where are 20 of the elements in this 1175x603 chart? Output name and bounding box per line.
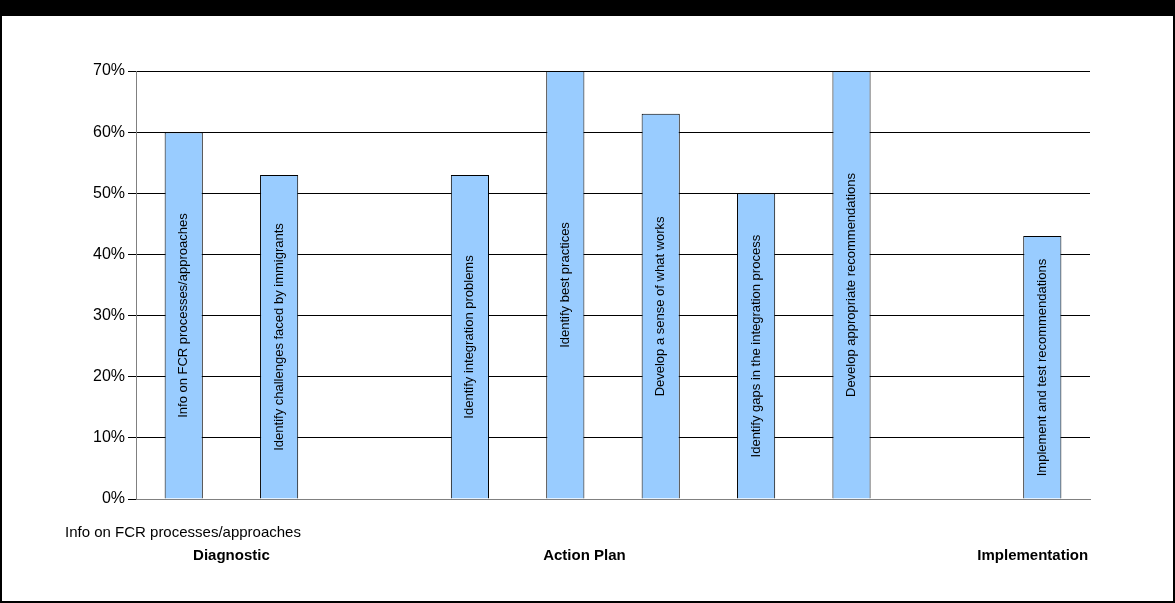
x-tick-label: Identify integration problems <box>461 254 477 419</box>
y-tick-label: 20% <box>92 367 126 385</box>
x-tick-label: Identify gaps in the integration process <box>747 234 763 458</box>
x-tick-label: Implement and test recommendations <box>1033 258 1049 477</box>
y-tick-label: 40% <box>92 244 126 262</box>
x-tick-label: Info on FCR processes/approaches <box>175 212 191 418</box>
y-tick-label: 10% <box>92 428 126 446</box>
x-tick-label: Develop a sense of what works <box>652 215 668 397</box>
text: Implementation <box>977 546 1089 564</box>
y-tick-label: 30% <box>92 305 126 323</box>
x-tick-label: Identify best practices <box>556 221 572 348</box>
x-tick-label: Develop appropriate recommendations <box>843 172 859 398</box>
y-tick-label: 50% <box>92 183 126 201</box>
y-tick-label: 60% <box>92 122 126 140</box>
x-tick-label: Identify challenges faced by immigrants <box>270 222 286 451</box>
y-tick-label: 70% <box>92 61 126 79</box>
text: Info on FCR processes/approaches <box>65 523 301 541</box>
text: Diagnostic <box>193 546 270 564</box>
text: Action Plan <box>543 546 626 564</box>
y-tick-label: 0% <box>101 489 126 507</box>
